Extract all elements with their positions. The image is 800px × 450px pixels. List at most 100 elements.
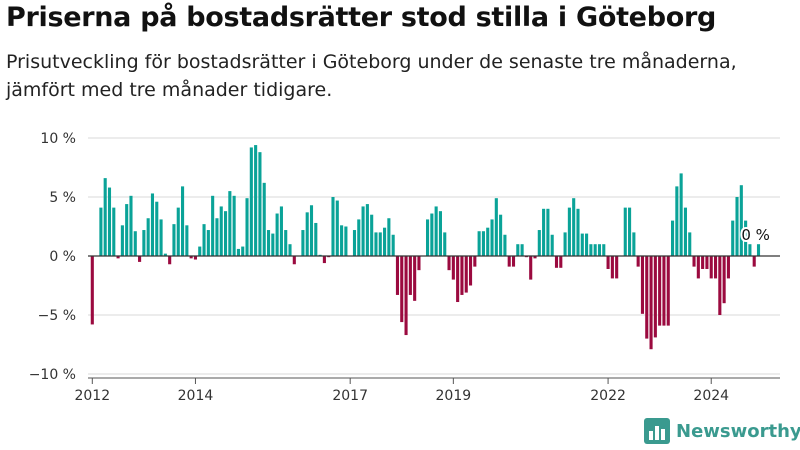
bar-61: [352, 230, 357, 256]
bar-24: [193, 256, 197, 260]
bar-128: [640, 256, 645, 314]
bar-98: [511, 256, 516, 267]
bar-95: [499, 214, 503, 256]
bar-137: [679, 173, 683, 256]
bar-54: [322, 256, 326, 264]
bar-80: [434, 206, 438, 256]
bar-140: [692, 256, 696, 267]
bar-110: [563, 232, 567, 256]
bars: [90, 145, 761, 350]
bar-139: [688, 232, 692, 256]
bar-71: [395, 256, 400, 295]
bar-62: [357, 219, 361, 256]
x-tick-label: 2014: [178, 388, 214, 404]
x-tick-label: 2022: [590, 388, 626, 404]
bar-44: [279, 206, 283, 256]
bar-56: [331, 197, 335, 256]
bar-79: [430, 213, 434, 256]
bar-59: [344, 226, 348, 256]
bar-8: [125, 204, 129, 256]
bar-88: [468, 256, 473, 286]
bar-143: [705, 256, 709, 269]
bar-68: [383, 227, 387, 256]
x-tick-label: 2019: [436, 388, 472, 404]
bar-67: [378, 232, 382, 256]
bar-104: [537, 230, 541, 256]
bar-85: [456, 256, 460, 303]
bar-96: [503, 234, 507, 256]
bar-81: [438, 211, 442, 256]
bar-75: [413, 256, 417, 301]
bar-78: [426, 219, 430, 256]
bar-116: [589, 244, 593, 256]
bar-148: [726, 256, 730, 279]
x-tick-label: 2012: [74, 388, 110, 404]
bar-42: [271, 233, 275, 256]
bar-130: [649, 256, 653, 350]
bar-51: [309, 205, 314, 256]
bar-150: [735, 197, 739, 256]
bar-151: [739, 185, 743, 256]
bar-109: [559, 256, 563, 268]
bar-121: [610, 256, 614, 279]
bar-10: [133, 231, 137, 256]
bar-92: [486, 227, 490, 256]
bar-9: [129, 195, 133, 256]
chart-title: Priserna på bostadsrätter stod stilla i …: [6, 2, 717, 33]
bar-40: [262, 182, 266, 256]
bar-39: [258, 152, 262, 256]
bar-84: [451, 256, 455, 280]
bar-100: [520, 244, 524, 256]
bar-64: [365, 204, 369, 256]
bar-105: [542, 208, 546, 256]
bar-32: [228, 191, 232, 256]
bar-135: [671, 220, 675, 256]
bar-134: [666, 256, 670, 326]
bar-152: [744, 220, 748, 256]
bar-trailing-0: [748, 244, 752, 256]
bar-106: [546, 208, 550, 256]
bar-129: [645, 256, 649, 339]
bar-6: [116, 256, 120, 259]
bar-119: [602, 244, 606, 256]
bar-97: [507, 256, 511, 267]
bar-21: [181, 186, 185, 256]
bar-149: [731, 220, 735, 256]
bar-3: [103, 178, 107, 256]
y-tick-label: 0 %: [49, 249, 76, 265]
bar-63: [361, 206, 365, 256]
bar-117: [593, 244, 597, 256]
annotation-label: 0 %: [741, 226, 770, 244]
bar-133: [662, 256, 666, 326]
bar-142: [701, 256, 705, 269]
bar-131: [653, 256, 657, 338]
bar-124: [623, 207, 627, 256]
bar-122: [615, 256, 619, 279]
bar-31: [223, 211, 228, 256]
y-tick-label: 5 %: [49, 190, 76, 206]
bar-17: [163, 253, 167, 256]
labels: 10 % 5 % 0 % −5 % −10 % 2012 2014 2017 2019 2022 2…: [29, 131, 772, 404]
bar-0: [90, 256, 94, 325]
bar-107: [550, 234, 554, 256]
y-tick-label: 10 %: [40, 131, 76, 147]
y-tick-label: −5 %: [38, 308, 76, 324]
brand-logo: Newsworthy: [644, 418, 800, 444]
bar-144: [709, 256, 713, 279]
bar-141: [696, 256, 700, 279]
bar-4: [107, 187, 112, 256]
bar-35: [241, 246, 245, 256]
bar-136: [675, 186, 679, 256]
bar-89: [473, 256, 477, 267]
bar-22: [185, 225, 189, 256]
bar-11: [138, 256, 142, 262]
bar-50: [305, 212, 309, 256]
bar-76: [417, 256, 421, 271]
bar-46: [288, 244, 292, 256]
bar-145: [713, 256, 718, 279]
bar-27: [206, 230, 210, 256]
bar-23: [189, 256, 193, 259]
bar-93: [490, 219, 494, 256]
bar-74: [408, 256, 412, 295]
